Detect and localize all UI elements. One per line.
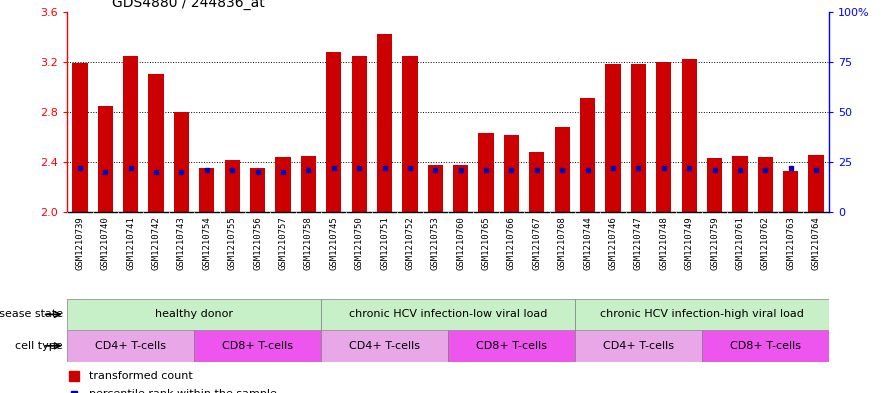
Text: GSM1210764: GSM1210764 bbox=[812, 217, 821, 270]
Text: GSM1210739: GSM1210739 bbox=[75, 217, 84, 270]
Text: GSM1210752: GSM1210752 bbox=[405, 217, 415, 270]
Bar bbox=[225, 160, 240, 212]
Text: GDS4880 / 244836_at: GDS4880 / 244836_at bbox=[112, 0, 264, 10]
Bar bbox=[682, 59, 697, 212]
Text: CD8+ T-cells: CD8+ T-cells bbox=[222, 341, 293, 351]
Bar bbox=[326, 52, 341, 212]
Text: GSM1210749: GSM1210749 bbox=[685, 217, 694, 270]
Text: GSM1210747: GSM1210747 bbox=[633, 217, 643, 270]
Text: GSM1210755: GSM1210755 bbox=[228, 217, 237, 270]
Bar bbox=[321, 299, 575, 330]
Text: GSM1210766: GSM1210766 bbox=[507, 217, 516, 270]
Bar bbox=[98, 106, 113, 212]
Bar bbox=[250, 168, 265, 212]
Text: CD8+ T-cells: CD8+ T-cells bbox=[730, 341, 801, 351]
Bar bbox=[199, 168, 214, 212]
Bar bbox=[504, 134, 519, 212]
Bar bbox=[402, 56, 418, 212]
Text: GSM1210751: GSM1210751 bbox=[380, 217, 389, 270]
Text: GSM1210748: GSM1210748 bbox=[659, 217, 668, 270]
Bar bbox=[606, 64, 621, 212]
Text: GSM1210754: GSM1210754 bbox=[202, 217, 211, 270]
Bar bbox=[656, 62, 671, 212]
Text: CD4+ T-cells: CD4+ T-cells bbox=[349, 341, 420, 351]
Bar bbox=[453, 165, 469, 212]
Text: CD4+ T-cells: CD4+ T-cells bbox=[603, 341, 674, 351]
Text: chronic HCV infection-low viral load: chronic HCV infection-low viral load bbox=[349, 309, 547, 320]
Text: GSM1210750: GSM1210750 bbox=[355, 217, 364, 270]
Bar bbox=[174, 112, 189, 212]
Text: GSM1210743: GSM1210743 bbox=[177, 217, 186, 270]
Bar bbox=[575, 299, 829, 330]
Text: cell type: cell type bbox=[15, 341, 63, 351]
Text: GSM1210740: GSM1210740 bbox=[100, 217, 110, 270]
Text: GSM1210762: GSM1210762 bbox=[761, 217, 770, 270]
Text: GSM1210765: GSM1210765 bbox=[481, 217, 491, 270]
Text: GSM1210746: GSM1210746 bbox=[608, 217, 617, 270]
Text: chronic HCV infection-high viral load: chronic HCV infection-high viral load bbox=[600, 309, 804, 320]
Text: GSM1210763: GSM1210763 bbox=[786, 217, 796, 270]
Bar bbox=[808, 154, 823, 212]
Text: percentile rank within the sample: percentile rank within the sample bbox=[89, 389, 277, 393]
Bar bbox=[321, 330, 448, 362]
Bar bbox=[73, 63, 88, 212]
Text: disease state: disease state bbox=[0, 309, 63, 320]
Text: GSM1210768: GSM1210768 bbox=[557, 217, 567, 270]
Bar bbox=[478, 133, 494, 212]
Text: CD4+ T-cells: CD4+ T-cells bbox=[95, 341, 166, 351]
Text: GSM1210745: GSM1210745 bbox=[329, 217, 339, 270]
Text: GSM1210757: GSM1210757 bbox=[279, 217, 288, 270]
Text: GSM1210744: GSM1210744 bbox=[583, 217, 592, 270]
Text: GSM1210760: GSM1210760 bbox=[456, 217, 465, 270]
Bar bbox=[67, 299, 321, 330]
Bar bbox=[575, 330, 702, 362]
Bar bbox=[530, 152, 545, 212]
Text: GSM1210758: GSM1210758 bbox=[304, 217, 313, 270]
Bar bbox=[377, 34, 392, 212]
Bar bbox=[194, 330, 321, 362]
Bar bbox=[275, 157, 290, 212]
Bar bbox=[702, 330, 829, 362]
Text: GSM1210753: GSM1210753 bbox=[431, 217, 440, 270]
Bar bbox=[758, 157, 773, 212]
Bar bbox=[351, 56, 366, 212]
Bar bbox=[555, 127, 570, 212]
Text: GSM1210767: GSM1210767 bbox=[532, 217, 541, 270]
Text: GSM1210756: GSM1210756 bbox=[253, 217, 263, 270]
Bar bbox=[732, 156, 747, 212]
Text: GSM1210759: GSM1210759 bbox=[710, 217, 719, 270]
Bar bbox=[427, 165, 443, 212]
Text: healthy donor: healthy donor bbox=[155, 309, 233, 320]
Bar bbox=[67, 330, 194, 362]
Bar bbox=[783, 171, 798, 212]
Text: GSM1210742: GSM1210742 bbox=[151, 217, 160, 270]
Bar bbox=[631, 64, 646, 212]
Bar bbox=[448, 330, 575, 362]
Text: CD8+ T-cells: CD8+ T-cells bbox=[476, 341, 547, 351]
Bar bbox=[707, 158, 722, 212]
Text: GSM1210761: GSM1210761 bbox=[736, 217, 745, 270]
Text: GSM1210741: GSM1210741 bbox=[126, 217, 135, 270]
Bar bbox=[580, 98, 595, 212]
Bar bbox=[149, 74, 164, 212]
Text: transformed count: transformed count bbox=[89, 371, 193, 382]
Bar bbox=[301, 156, 316, 212]
Bar bbox=[123, 56, 138, 212]
